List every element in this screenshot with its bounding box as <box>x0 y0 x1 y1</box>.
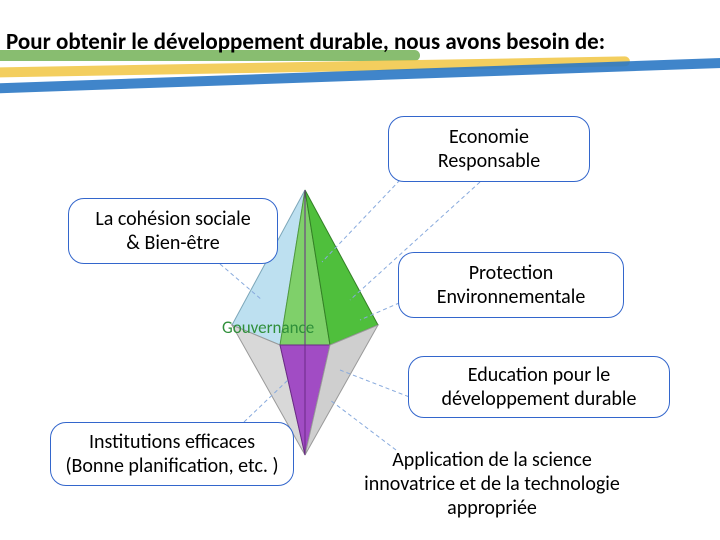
callout-environ: Protection Environnementale <box>398 252 624 318</box>
callout-institut: Institutions efficaces (Bonne planificat… <box>50 422 294 486</box>
callout-label: La cohésion sociale & Bien-être <box>95 207 250 255</box>
callout-label: Protection Environnementale <box>437 261 586 309</box>
callout-education: Education pour le développement durable <box>408 356 670 418</box>
callout-label: Education pour le développement durable <box>442 363 637 411</box>
slide-root: Pour obtenir le développement durable, n… <box>0 0 720 540</box>
callout-label: Application de la science innovatrice et… <box>364 448 620 520</box>
callout-social: La cohésion sociale & Bien-être <box>68 198 278 264</box>
callout-label: Economie Responsable <box>438 125 540 173</box>
callout-science: Application de la science innovatrice et… <box>330 442 654 526</box>
gouvernance-label: Gouvernance <box>222 317 314 338</box>
callout-label: Institutions efficaces (Bonne planificat… <box>65 430 278 478</box>
callout-economy: Economie Responsable <box>388 116 590 182</box>
